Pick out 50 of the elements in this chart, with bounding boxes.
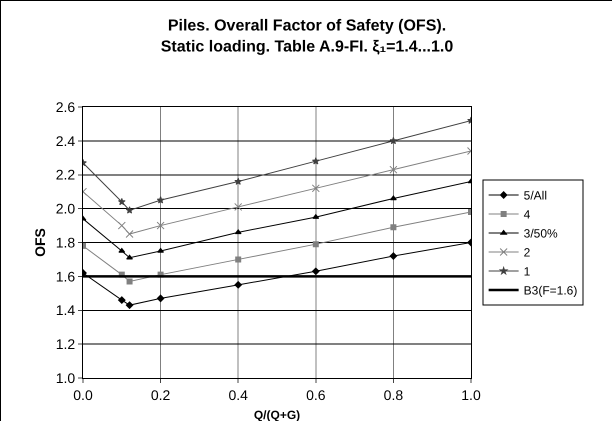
x-tick-label: 0.2	[150, 386, 171, 403]
legend-label: 2	[524, 246, 531, 260]
point	[126, 230, 134, 238]
point	[312, 184, 320, 192]
y-tick-label: 1.4	[56, 302, 76, 318]
point	[235, 256, 242, 262]
legend-label: B3(F=1.6)	[524, 284, 578, 298]
x-tick-label: 0.8	[384, 386, 404, 403]
point	[126, 206, 134, 214]
point	[157, 248, 164, 253]
point	[118, 222, 126, 230]
legend-label: 1	[524, 264, 531, 279]
legend-label: 5/All	[524, 188, 547, 203]
point	[126, 301, 134, 309]
point	[390, 252, 398, 260]
point	[234, 229, 242, 234]
point	[234, 281, 242, 289]
y-tick-label: 2.0	[56, 200, 76, 217]
point	[312, 268, 320, 276]
y-tick-label: 1.0	[56, 370, 76, 386]
point	[126, 278, 133, 284]
y-tick-label: 2.6	[56, 98, 76, 115]
x-tick-label: 0.0	[73, 386, 93, 403]
point	[118, 248, 126, 253]
x-tick-label: 0.6	[306, 386, 326, 403]
x-tick-label: 0.4	[228, 386, 248, 403]
point	[118, 198, 126, 206]
y-tick-label: 1.6	[56, 268, 76, 284]
legend-label: 3/50%	[524, 226, 558, 241]
point	[118, 296, 126, 304]
point	[390, 224, 396, 230]
x-tick-label: 1.0	[461, 386, 481, 403]
point	[156, 294, 164, 302]
legend-label: 4	[524, 208, 531, 222]
y-tick-label: 1.8	[56, 234, 76, 250]
point	[234, 202, 242, 211]
point	[312, 241, 319, 248]
point	[156, 196, 164, 204]
chart-title: Piles. Overall Factor of Safety (OFS). Static loading. Table A.9-FI. ξ₁=1.4...1.0	[160, 17, 454, 56]
y-tick-label: 1.2	[56, 336, 76, 352]
point	[156, 222, 165, 230]
point	[312, 157, 320, 165]
point	[390, 136, 398, 144]
y-axis-title: OFS	[32, 228, 48, 257]
point	[234, 178, 242, 185]
point	[126, 254, 133, 260]
y-tick-label: 2.2	[56, 166, 76, 183]
point	[390, 195, 397, 200]
y-tick-label: 2.4	[56, 132, 76, 149]
point	[389, 166, 398, 174]
